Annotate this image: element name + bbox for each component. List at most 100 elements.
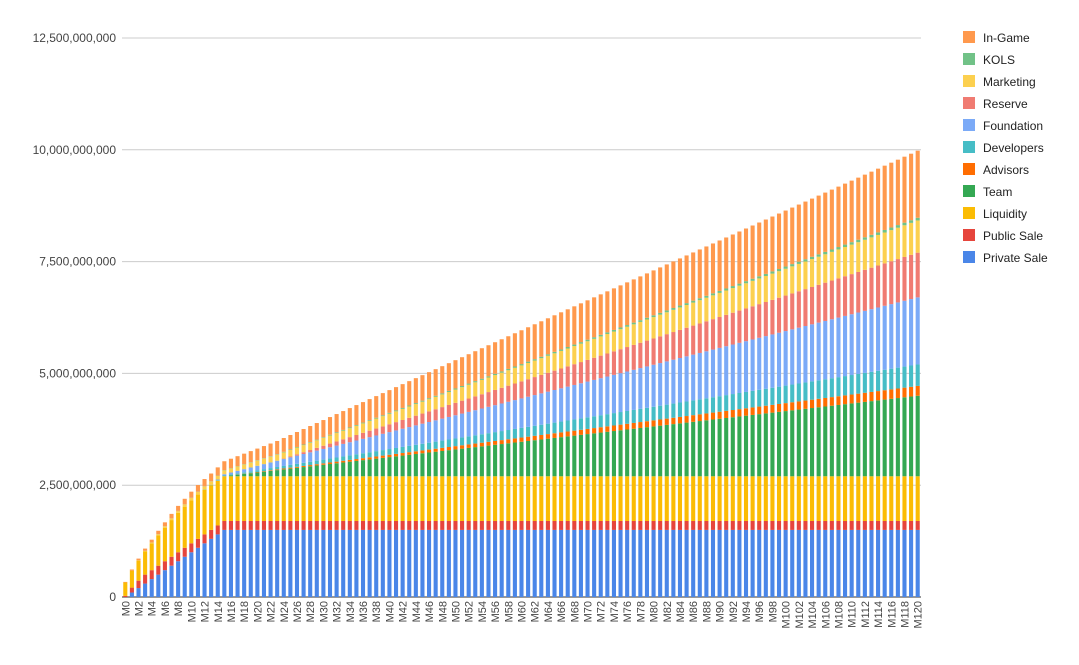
legend-label: Liquidity [983,207,1027,221]
x-tick-label: M98 [767,601,779,622]
bar-segment-in-game [578,303,583,343]
legend-item[interactable]: Private Sale [963,251,1048,265]
bar-segment-kols [856,239,861,243]
bar-segment-in-game [876,168,881,233]
bar-segment-kols [677,305,683,308]
bar-segment-advisors [783,403,788,412]
bar-segment-advisors [314,464,319,466]
bar-segment-advisors [796,401,801,410]
bar-segment-public-sale [671,520,676,530]
bar-segment-liquidity [704,476,709,521]
bar-segment-advisors [810,399,815,409]
bar-segment-foundation [763,336,768,389]
bar-segment-liquidity [143,551,148,575]
y-tick-label: 12,500,000,000 [33,31,117,45]
x-tick-label: M44 [411,601,423,622]
bar-segment-advisors [803,400,808,409]
bar-segment-kols [327,434,333,436]
bar-segment-public-sale [730,520,735,530]
bar-segment-advisors [664,418,669,425]
bar-segment-foundation [836,317,841,378]
bar-segment-team [387,457,392,477]
bar-segment-advisors [710,412,716,420]
bar-segment-private-sale [803,529,808,597]
bar-segment-liquidity [763,476,768,521]
bar-segment-liquidity [790,476,795,521]
bar-segment-developers [413,444,418,452]
bar-segment-in-game [493,342,498,374]
legend-item[interactable]: Foundation [963,119,1043,133]
bar-segment-advisors [552,433,557,438]
bar-segment-reserve [638,342,643,369]
bar-segment-in-game [143,548,148,551]
bar-segment-developers [816,380,821,399]
bar-segment-kols [393,410,399,412]
x-tick-label: M24 [279,601,291,622]
bar-segment-kols [823,251,828,255]
bar-segment-team [242,473,247,477]
bar-segment-developers [572,419,577,431]
legend-item[interactable]: Liquidity [963,207,1027,221]
bar-segment-private-sale [902,529,907,597]
bar-segment-public-sale [783,520,788,530]
bar-segment-advisors [360,458,366,461]
bar-segment-liquidity [829,476,834,521]
bar-segment-developers [909,365,914,387]
bar-segment-marketing [493,375,498,390]
bar-segment-kols [902,222,907,226]
bar-segment-reserve [506,385,511,402]
legend-item[interactable]: Developers [963,141,1044,155]
bar-segment-liquidity [440,476,445,521]
bar-segment-reserve [499,387,504,404]
bar-segment-developers [869,371,874,392]
bar-segment-reserve [757,304,762,338]
legend-item[interactable]: Reserve [963,97,1028,111]
legend-item[interactable]: Marketing [963,75,1036,89]
bar-segment-marketing [750,280,755,307]
bar-segment-reserve [374,428,379,436]
bar-segment-public-sale [261,520,267,530]
bar-segment-foundation [889,304,894,369]
y-tick-label: 7,500,000,000 [39,255,116,269]
bar-segment-kols [341,429,346,431]
bar-segment-foundation [631,369,636,410]
bar-segment-public-sale [427,520,432,530]
legend-item[interactable]: Public Sale [963,229,1043,243]
legend-item[interactable]: Team [963,185,1012,199]
bar-segment-advisors [651,420,656,427]
bar-segment-kols [440,393,445,395]
bar-segment-team [407,454,412,477]
bar-segment-kols [605,332,610,334]
bar-segment-advisors [691,415,696,422]
bar-segment-reserve [691,325,696,355]
x-tick-label: M6 [160,601,172,616]
bar-segment-team [334,463,339,477]
bar-segment-marketing [697,300,702,324]
bar-segment-private-sale [222,529,227,597]
bar-segment-in-game [631,279,636,323]
bar-segment-liquidity [374,476,379,521]
bar-segment-in-game [354,405,359,426]
bar-segment-foundation [321,448,326,460]
bar-segment-in-game [486,345,491,377]
bar-segment-liquidity [321,476,326,521]
bar-segment-in-game [572,306,577,345]
bar-segment-marketing [321,437,326,446]
bar-segment-team [486,445,491,477]
legend-item[interactable]: In-Game [963,31,1030,45]
x-tick-label: M116 [886,601,898,628]
bar-segment-marketing [658,314,663,337]
bar-segment-public-sale [605,520,610,530]
legend-item[interactable]: Advisors [963,163,1029,177]
bar-segment-reserve [684,327,689,357]
bar-segment-kols [578,342,583,344]
bar-segment-liquidity [427,476,432,521]
bar-segment-private-sale [598,529,603,597]
bar-segment-in-game [862,174,867,238]
legend-item[interactable]: KOLS [963,53,1015,67]
bar-segment-reserve [710,319,716,350]
bar-segment-public-sale [228,520,233,530]
bar-segment-foundation [354,440,359,455]
bar-segment-team [565,436,570,477]
bar-segment-marketing [790,266,795,294]
